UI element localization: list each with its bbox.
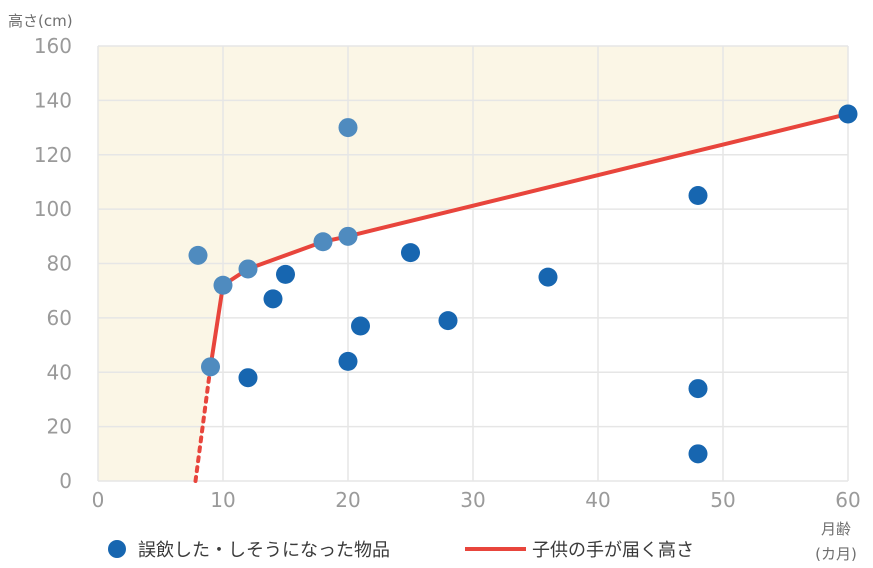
scatter-point <box>688 379 708 399</box>
reach-line-dotted <box>193 364 213 483</box>
y-tick-label: 40 <box>47 360 72 384</box>
y-tick-label: 100 <box>34 197 72 221</box>
scatter-point <box>338 226 358 246</box>
x-tick-label: 60 <box>835 488 860 512</box>
scatter-point <box>401 243 420 263</box>
x-axis-title-line1: 月齢 <box>821 520 851 538</box>
x-tick-label: 0 <box>92 488 105 512</box>
y-tick-label: 120 <box>34 143 72 167</box>
x-tick-label: 20 <box>335 488 360 512</box>
y-tick-label: 0 <box>59 469 72 493</box>
y-tick-label: 160 <box>34 34 72 58</box>
scatter-point <box>338 351 358 371</box>
legend-points-label: 誤飲した・しそうになった物品 <box>138 540 390 561</box>
scatter-point <box>538 267 558 287</box>
scatter-point <box>276 264 295 284</box>
scatter-point <box>351 316 370 336</box>
scatter-point <box>688 186 708 206</box>
legend-line-label: 子供の手が届く高さ <box>532 540 694 561</box>
y-tick-label: 60 <box>47 306 72 330</box>
x-tick-label: 10 <box>210 488 235 512</box>
scatter-point <box>238 259 258 279</box>
scatter-point <box>188 245 208 265</box>
scatter-point <box>688 444 708 464</box>
scatter-point <box>313 232 333 252</box>
x-tick-label: 30 <box>460 488 485 512</box>
y-tick-label: 20 <box>47 415 72 439</box>
reach-line <box>208 112 849 368</box>
legend: 誤飲した・しそうになった物品 子供の手が届く高さ <box>108 540 694 561</box>
scatter-point <box>263 289 283 309</box>
legend-point-marker <box>108 540 126 558</box>
scatter-point <box>438 311 458 331</box>
x-tick-label: 40 <box>585 488 610 512</box>
scatter-point <box>201 357 220 377</box>
y-tick-label: 80 <box>47 252 72 276</box>
x-tick-label: 50 <box>710 488 735 512</box>
y-axis-title: 高さ(cm) <box>8 12 73 30</box>
x-axis-title-line2: (カ月) <box>815 545 857 563</box>
scatter-point <box>838 104 858 124</box>
scatter-point <box>238 368 258 388</box>
scatter-point <box>213 275 233 295</box>
scatter-point <box>338 118 358 138</box>
y-tick-label: 140 <box>34 88 72 112</box>
